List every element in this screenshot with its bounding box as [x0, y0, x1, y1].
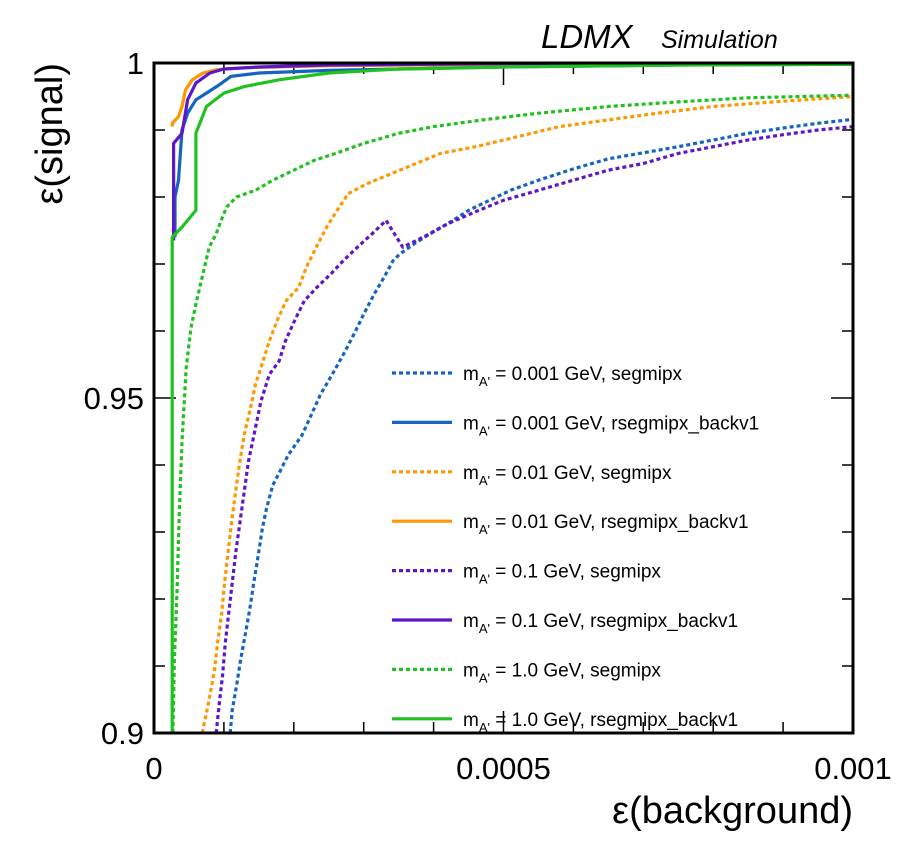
series-line — [171, 93, 853, 733]
series-line — [228, 117, 853, 733]
experiment-name: LDMX — [541, 18, 635, 55]
series-line — [170, 63, 853, 733]
y-tick-label: 0.95 — [84, 381, 144, 416]
experiment-label: LDMX Simulation — [541, 18, 778, 55]
x-tick-label: 0.001 — [814, 751, 892, 786]
legend-entry: mA' = 0.1 GeV, rsegmipx_backv1 — [463, 611, 738, 636]
legend-entry: mA' = 1.0 GeV, segmipx — [463, 660, 661, 685]
series-line — [214, 125, 853, 733]
y-tick-label: 0.9 — [101, 716, 144, 751]
legend-entry: mA' = 0.1 GeV, segmipx — [463, 562, 661, 587]
legend-entry: mA' = 0.01 GeV, segmipx — [463, 463, 672, 488]
legend-entry: mA' = 0.01 GeV, rsegmipx_backv1 — [463, 512, 749, 537]
plot-frame — [152, 61, 855, 735]
series-line — [173, 63, 853, 238]
tick-labels: 0 0.0005 0.001 0.9 0.95 1 — [84, 46, 892, 786]
legend-entry: mA' = 0.001 GeV, segmipx — [463, 364, 683, 389]
y-tick-label: 1 — [127, 46, 144, 81]
series-line — [172, 63, 853, 241]
legend-entry: mA' = 0.001 GeV, rsegmipx_backv1 — [463, 413, 759, 438]
x-tick-label: 0.0005 — [456, 751, 551, 786]
y-axis-title: ε(signal) — [29, 63, 71, 205]
x-tick-label: 0 — [145, 751, 162, 786]
simulation-tag: Simulation — [661, 26, 778, 54]
legend-entry: mA' = 1.0 GeV, rsegmipx_backv1 — [463, 710, 738, 735]
legend: mA' = 0.001 GeV, segmipx mA' = 0.001 GeV,… — [392, 364, 759, 735]
axis-ticks — [153, 62, 854, 734]
series-layer — [170, 63, 853, 733]
x-axis-title: ε(background) — [612, 790, 853, 832]
